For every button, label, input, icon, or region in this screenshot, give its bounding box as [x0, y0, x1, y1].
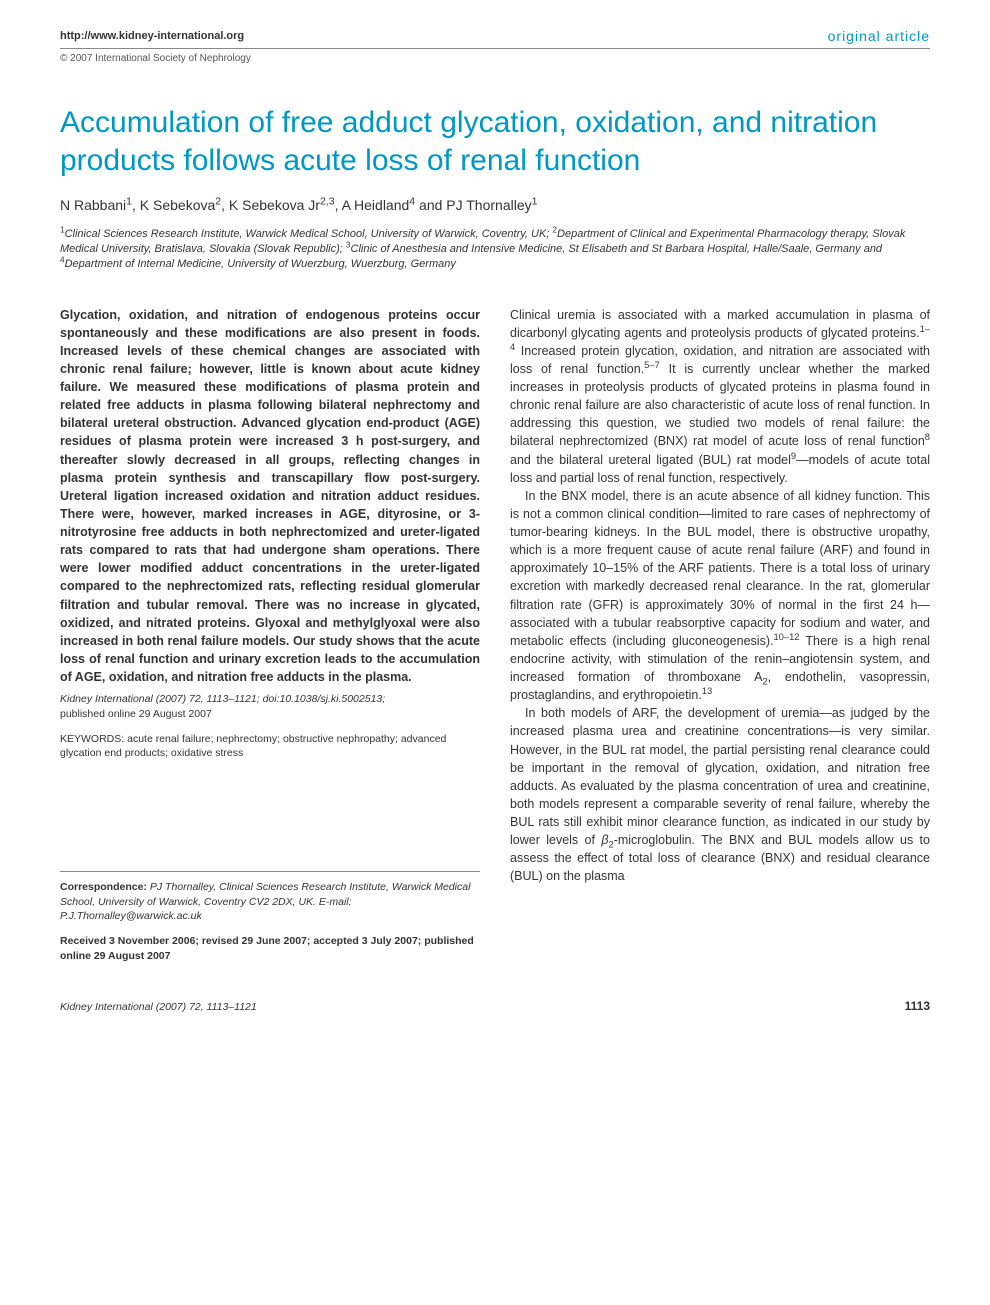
- article-type-label: original article: [828, 28, 930, 44]
- footer-journal-ref-text: Kidney International (2007) 72, 1113–112…: [60, 1001, 257, 1013]
- authors-line: N Rabbani1, K Sebekova2, K Sebekova Jr2,…: [60, 197, 930, 213]
- affiliations-block: 1Clinical Sciences Research Institute, W…: [60, 227, 930, 272]
- copyright-line: © 2007 International Society of Nephrolo…: [60, 53, 930, 64]
- correspondence-block: Correspondence: PJ Thornalley, Clinical …: [60, 871, 480, 924]
- citation-line1: Kidney International (2007) 72, 1113–112…: [60, 693, 385, 705]
- keywords-label: KEYWORDS:: [60, 733, 124, 745]
- body-paragraph: In the BNX model, there is an acute abse…: [510, 487, 930, 705]
- body-paragraph: In both models of ARF, the development o…: [510, 704, 930, 885]
- article-title: Accumulation of free adduct glycation, o…: [60, 104, 930, 179]
- right-column: Clinical uremia is associated with a mar…: [510, 306, 930, 964]
- page-number: 1113: [905, 999, 930, 1013]
- received-block: Received 3 November 2006; revised 29 Jun…: [60, 934, 480, 963]
- citation-info: Kidney International (2007) 72, 1113–112…: [60, 692, 480, 721]
- body-paragraph: Clinical uremia is associated with a mar…: [510, 306, 930, 487]
- correspondence-label: Correspondence:: [60, 881, 147, 893]
- citation-line2: published online 29 August 2007: [60, 708, 212, 720]
- footer-bar: Kidney International (2007) 72, 1113–112…: [60, 999, 930, 1013]
- left-column: Glycation, oxidation, and nitration of e…: [60, 306, 480, 964]
- two-column-layout: Glycation, oxidation, and nitration of e…: [60, 306, 930, 964]
- abstract-text: Glycation, oxidation, and nitration of e…: [60, 306, 480, 687]
- keywords-block: KEYWORDS: acute renal failure; nephrecto…: [60, 732, 480, 761]
- header-bar: http://www.kidney-international.org orig…: [60, 28, 930, 49]
- journal-url[interactable]: http://www.kidney-international.org: [60, 30, 244, 42]
- footer-journal-ref: Kidney International (2007) 72, 1113–112…: [60, 1001, 257, 1013]
